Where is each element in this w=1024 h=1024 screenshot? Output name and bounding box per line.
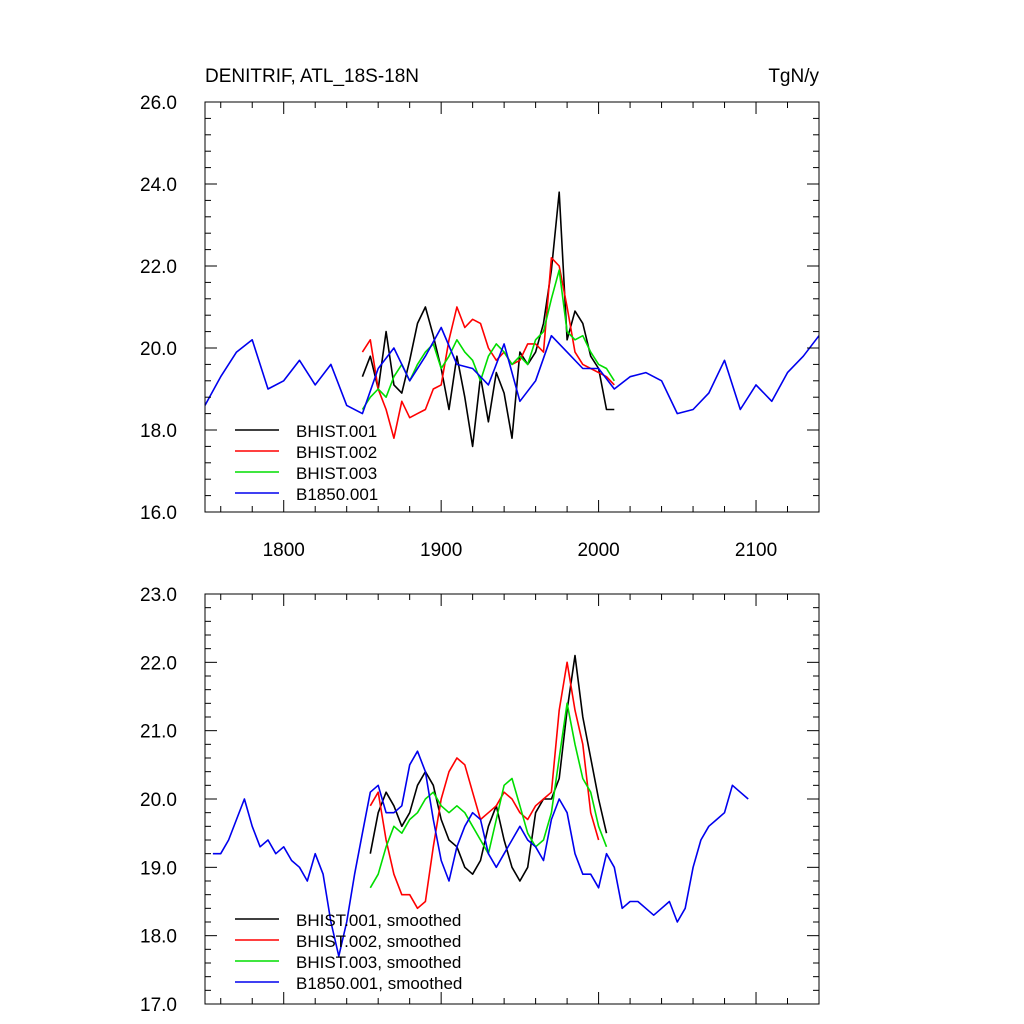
top-panel-ticks: 16.0 18.0 20.0 22.0 24.0 26.0 1800 1900 2000 2100 <box>140 93 820 561</box>
y-tick-label: 18.0 <box>140 927 177 948</box>
legend-label-bhist-003-smoothed: BHIST.003, smoothed <box>296 953 461 972</box>
top-panel-frame <box>204 101 820 513</box>
series-line-b1850-001-top <box>204 326 820 415</box>
top-panel-lines <box>204 191 820 448</box>
top-panel-title: DENITRIF, ATL_18S-18N <box>205 66 419 87</box>
series-line-b1850-001-smoothed-bottom <box>212 750 749 958</box>
y-tick-label: 21.0 <box>140 722 177 743</box>
top-panel: 16.0 18.0 20.0 22.0 24.0 26.0 1800 1900 2000 2100… <box>140 66 820 561</box>
x-tick-label: 1800 <box>263 540 305 561</box>
legend-label-bhist-002: BHIST.002 <box>296 443 377 462</box>
legend-label-b1850-001-smoothed: B1850.001, smoothed <box>296 974 462 993</box>
series-line-bhist-003-smoothed-bottom <box>369 702 608 889</box>
series-line-bhist-001-smoothed-bottom <box>369 654 608 882</box>
y-tick-label: 18.0 <box>140 421 177 442</box>
legend-label-bhist-003: BHIST.003 <box>296 464 377 483</box>
y-tick-label: 16.0 <box>140 503 177 524</box>
y-tick-label: 17.0 <box>140 995 177 1016</box>
top-panel-units: TgN/y <box>768 66 819 87</box>
bottom-panel-ticks: 17.0 18.0 19.0 20.0 21.0 22.0 23.0 <box>140 585 820 1016</box>
y-tick-label: 26.0 <box>140 93 177 114</box>
top-panel-legend: BHIST.001 BHIST.002 BHIST.003 B1850.001 <box>235 422 378 504</box>
x-tick-label: 2100 <box>735 540 777 561</box>
y-tick-label: 23.0 <box>140 585 177 606</box>
legend-label-bhist-001-smoothed: BHIST.001, smoothed <box>296 911 461 930</box>
series-line-bhist-001-top <box>361 191 615 448</box>
y-tick-label: 19.0 <box>140 858 177 879</box>
y-tick-label: 22.0 <box>140 653 177 674</box>
bottom-panel-lines <box>212 654 749 958</box>
bottom-panel: 17.0 18.0 19.0 20.0 21.0 22.0 23.0 BHIST.001, … <box>140 585 820 1016</box>
series-line-bhist-003-top <box>361 269 615 410</box>
legend-label-bhist-002-smoothed: BHIST.002, smoothed <box>296 932 461 951</box>
x-tick-label: 1900 <box>420 540 462 561</box>
bottom-panel-legend: BHIST.001, smoothed BHIST.002, smoothed BH… <box>235 911 462 993</box>
y-tick-label: 20.0 <box>140 790 177 811</box>
x-tick-label: 2000 <box>577 540 619 561</box>
legend-label-bhist-001: BHIST.001 <box>296 422 377 441</box>
series-line-bhist-002-smoothed-bottom <box>369 661 600 910</box>
legend-label-b1850-001: B1850.001 <box>296 485 378 504</box>
y-tick-label: 22.0 <box>140 257 177 278</box>
y-tick-label: 20.0 <box>140 339 177 360</box>
series-line-bhist-002-top <box>361 256 615 440</box>
y-tick-label: 24.0 <box>140 175 177 196</box>
